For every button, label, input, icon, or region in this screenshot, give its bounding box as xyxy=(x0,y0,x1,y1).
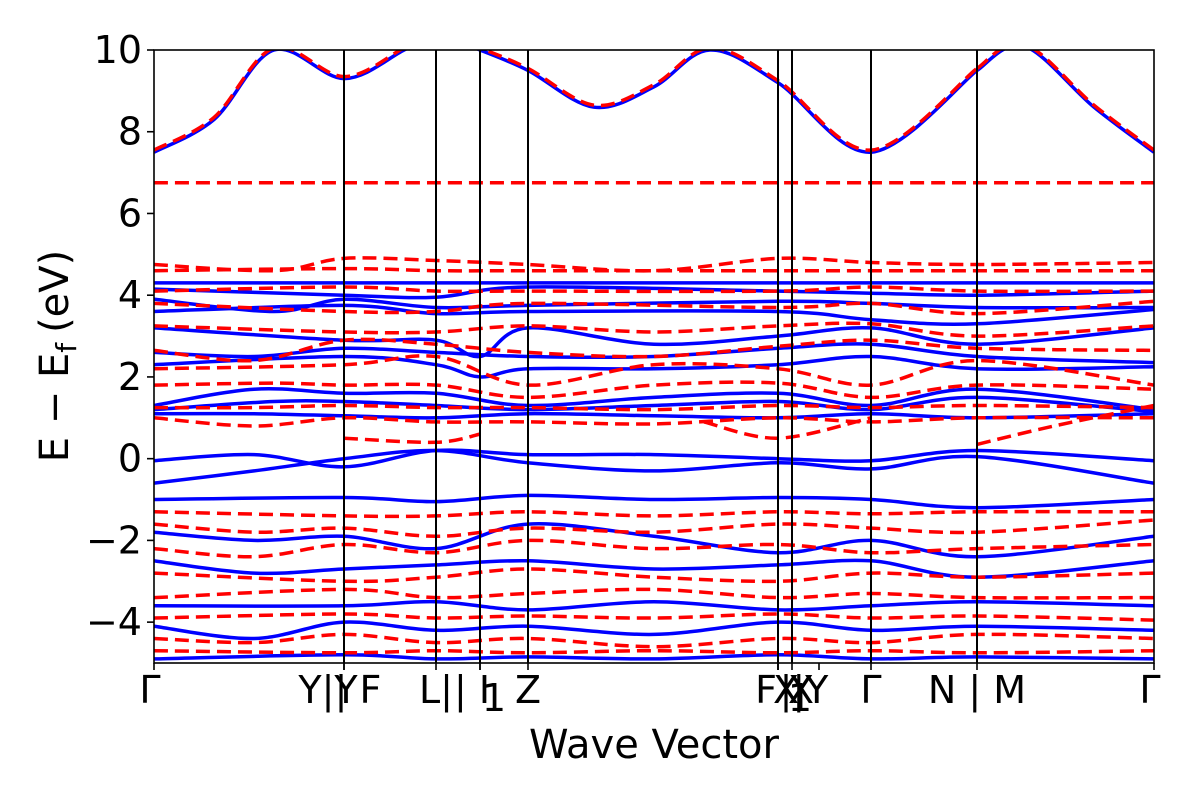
dashed-band-line xyxy=(154,587,1154,600)
y-tick-label: 6 xyxy=(118,191,142,235)
dashed-band-line xyxy=(154,648,1154,655)
y-axis-label-unit: (eV) xyxy=(32,250,78,333)
solid-band-line xyxy=(154,325,1154,359)
x-tick-label: N | M xyxy=(928,668,1026,713)
x-tick-label: X xyxy=(788,668,814,712)
dashed-band-line xyxy=(154,632,1154,649)
y-axis-label: E − Ef (eV) xyxy=(32,250,83,463)
x-tick-label: Y|Y xyxy=(297,668,358,713)
solid-band-line xyxy=(154,411,1154,420)
plot-frame xyxy=(153,49,1155,664)
solid-band-line xyxy=(976,50,1154,154)
y-tick-label: 10 xyxy=(94,28,142,72)
dashed-band-line xyxy=(154,509,1154,519)
x-tick-label: Γ xyxy=(860,668,881,712)
x-tick-label: 1 xyxy=(788,676,812,720)
dashed-band-line xyxy=(154,415,1154,428)
y-tick-label: 0 xyxy=(118,437,142,481)
dashed-band-line xyxy=(154,337,1154,363)
x-tick-label: Z xyxy=(515,668,541,712)
dashed-band-line xyxy=(154,354,1154,387)
x-tick-label: Γ xyxy=(139,668,160,712)
solid-band-line xyxy=(154,599,1154,612)
dashed-band-line xyxy=(154,50,979,152)
solid-band-line xyxy=(154,620,1154,641)
solid-band-line xyxy=(154,342,1154,365)
dashed-band-line xyxy=(154,567,1154,584)
y-axis-ticks: −4 −2 0 2 4 6 8 10 xyxy=(86,28,154,644)
solid-band-line xyxy=(154,493,1154,510)
dashed-band-line xyxy=(154,518,1154,539)
dashed-band-line xyxy=(976,403,1154,447)
x-tick-label: ||Y xyxy=(780,668,830,713)
solid-band-line xyxy=(154,558,1154,579)
x-axis-label: Wave Vector xyxy=(529,722,780,768)
x-tick-label: Γ xyxy=(1139,668,1160,712)
x-tick-label: 1 xyxy=(482,676,506,720)
y-tick-label: −2 xyxy=(86,518,142,562)
dashed-band-line xyxy=(154,380,1154,400)
y-tick-label: 8 xyxy=(118,110,142,154)
x-tick-label: F xyxy=(755,668,777,712)
y-tick-label: 2 xyxy=(118,355,142,399)
dashed-band-line xyxy=(154,266,1154,273)
x-tick-label: | I xyxy=(454,668,490,713)
x-tick-label: X xyxy=(773,668,799,712)
solid-band-line xyxy=(154,395,1154,414)
y-tick-label: −4 xyxy=(86,600,142,644)
y-axis-label-main: E − E xyxy=(32,353,78,463)
solid-band-line xyxy=(154,354,1154,379)
kpoint-boundary-lines xyxy=(343,50,978,663)
dashed-band-line xyxy=(154,321,1154,338)
dashed-band-line xyxy=(154,403,1154,412)
band-lines xyxy=(154,50,1154,661)
x-tick-label: | F xyxy=(335,668,382,713)
dashed-band-line xyxy=(154,538,1154,559)
dashed-band-line xyxy=(343,432,481,445)
solid-band-line xyxy=(154,448,1154,485)
solid-band-line xyxy=(154,653,1154,661)
x-tick-label: L| xyxy=(419,668,453,713)
dashed-band-line xyxy=(154,612,1154,622)
y-tick-label: 4 xyxy=(118,273,142,317)
y-axis-label-subscript: f xyxy=(50,342,83,353)
solid-band-line xyxy=(154,50,979,154)
solid-band-line xyxy=(154,387,1154,412)
